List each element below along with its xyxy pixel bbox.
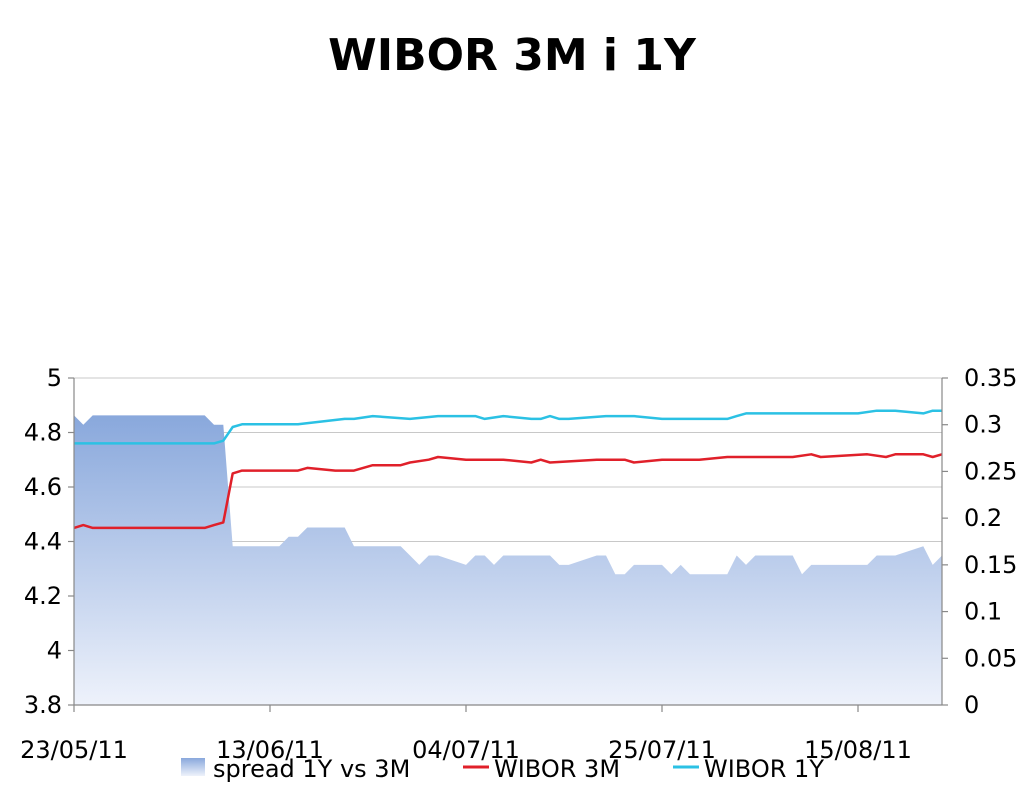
y-left-tick-label: 5: [47, 364, 62, 392]
y-right-tick-label: 0.3: [964, 411, 1002, 439]
plot-area: 5 4.8 4.6 4.4 4.2 4 3.8 0.35 0.3 0.25 0.2 0.15 0.1 0.…: [20, 364, 1017, 764]
y-left-tick-label: 4.8: [24, 419, 62, 447]
legend: spread 1Y vs 3M WIBOR 3M WIBOR 1Y: [181, 755, 824, 783]
legend-label: WIBOR 1Y: [704, 755, 824, 783]
y-right-tick-label: 0.35: [964, 364, 1017, 392]
y-left-tick-label: 3.8: [24, 691, 62, 719]
y-right-tick-label: 0.1: [964, 598, 1002, 626]
y-right-tick-label: 0.15: [964, 551, 1017, 579]
chart-title: WIBOR 3M i 1Y: [328, 30, 696, 81]
wibor-1y-line: [74, 409, 942, 445]
wibor-3m-line: [73, 453, 943, 530]
x-tick-label: 23/05/11: [20, 736, 128, 764]
legend-label: spread 1Y vs 3M: [213, 755, 410, 783]
x-tick-label: 15/08/11: [804, 736, 912, 764]
x-tick-label: 04/07/11: [412, 736, 520, 764]
legend-swatch-spread: [181, 758, 205, 776]
y-left-tick-label: 4.6: [24, 473, 62, 501]
y-right-tick-label: 0.25: [964, 457, 1017, 485]
x-tick-label: 25/07/11: [608, 736, 716, 764]
y-left-tick-label: 4: [47, 637, 62, 665]
y-right-tick-label: 0: [964, 691, 979, 719]
spread-area: [74, 415, 942, 705]
y-left-tick-label: 4.2: [24, 582, 62, 610]
y-right-tick-label: 0.05: [964, 644, 1017, 672]
x-tick-label: 13/06/11: [216, 736, 324, 764]
y-right-tick-label: 0.2: [964, 504, 1002, 532]
y-left-tick-label: 4.4: [24, 528, 62, 556]
legend-label: WIBOR 3M: [494, 755, 620, 783]
